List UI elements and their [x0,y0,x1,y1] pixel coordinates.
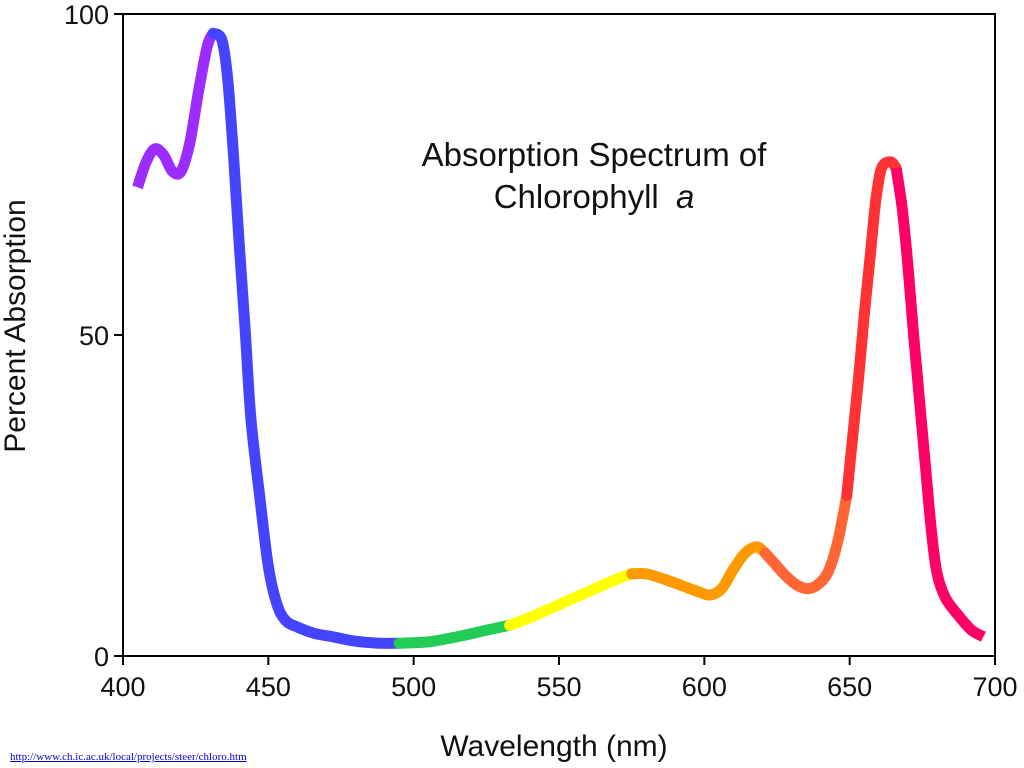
chart-title-line1: Absorption Spectrum of [422,136,768,173]
x-tick-label: 550 [536,672,581,702]
x-tick-label: 700 [972,672,1017,702]
series-segment [132,30,219,190]
y-axis-title: Percent Absorption [0,199,32,453]
series-segment [841,156,902,501]
x-tick-label: 650 [827,672,872,702]
series-segment [890,167,986,642]
x-tick-label: 450 [246,672,291,702]
y-tick-label: 50 [79,321,109,351]
series-segment [504,568,638,631]
x-axis: 400 450 500 550 600 650 700 [100,656,1018,702]
series-segment [207,27,405,649]
chart-title-main: Chlorophyll [494,178,659,215]
x-tick-label: 400 [100,672,145,702]
series-line [132,27,986,649]
chart-title-line2: Chlorophyll a [494,178,695,215]
x-tick-label: 500 [391,672,436,702]
y-axis: 0 50 100 [64,0,123,672]
x-tick-label: 600 [682,672,727,702]
series-segment [393,619,516,649]
y-tick-label: 100 [64,0,109,30]
y-tick-label: 0 [94,642,109,672]
x-axis-title: Wavelength (nm) [440,730,667,763]
series-segment [626,541,771,601]
source-link[interactable]: http://www.ch.ic.ac.uk/local/projects/st… [10,751,247,763]
chart-title-italic: a [676,178,694,215]
series-segment [759,490,853,595]
